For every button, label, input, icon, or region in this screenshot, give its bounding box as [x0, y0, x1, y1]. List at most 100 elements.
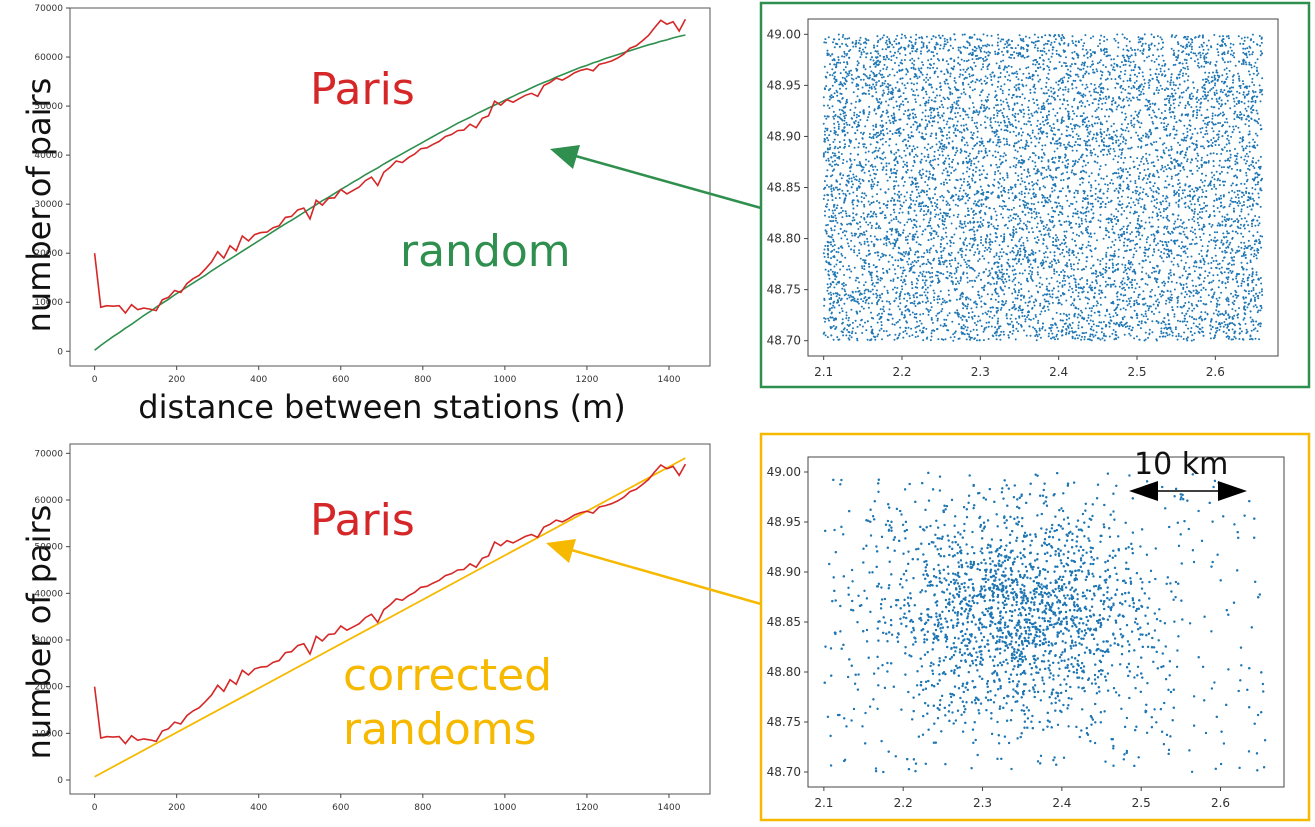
scatter-point	[1112, 264, 1114, 267]
scatter-point	[1060, 179, 1062, 182]
scatter-point	[875, 91, 878, 94]
scatter-point	[986, 68, 989, 71]
scatter-point	[1218, 184, 1221, 186]
scatter-point	[1144, 104, 1147, 107]
scatter-point	[1024, 269, 1026, 272]
scatter-point	[830, 229, 833, 232]
scatter-point	[822, 198, 825, 200]
scatter-point	[1242, 147, 1245, 150]
scatter-point	[1237, 72, 1240, 75]
scatter-point	[1092, 335, 1095, 338]
scatter-point	[1111, 100, 1113, 103]
scatter-point	[882, 67, 885, 70]
scatter-point	[1070, 275, 1072, 278]
scatter-point	[1067, 68, 1069, 71]
scatter-point	[1207, 116, 1210, 119]
scatter-point	[948, 157, 951, 160]
scatter-point	[1087, 210, 1090, 213]
scatter-point	[971, 134, 974, 137]
scatter-point	[1218, 197, 1221, 200]
scatter-point	[915, 230, 918, 233]
scatter-point	[1148, 221, 1151, 224]
scatter-point	[1131, 286, 1134, 289]
scatter-point	[1215, 309, 1218, 312]
scatter-point	[1230, 184, 1233, 187]
scatter-point	[829, 285, 831, 288]
scatter-point	[999, 88, 1002, 91]
scatter-point	[1045, 92, 1048, 95]
scatter-point	[939, 47, 941, 50]
scatter-point	[828, 298, 831, 301]
scatter-point	[1233, 112, 1236, 115]
scatter-point	[1101, 71, 1104, 74]
scatter-point	[1145, 315, 1148, 318]
scatter-point	[1231, 54, 1234, 57]
scatter-point	[908, 294, 911, 297]
scatter-point	[844, 37, 847, 40]
scatter-point	[1253, 296, 1256, 299]
scatter-point	[903, 59, 906, 61]
scatter-point	[1029, 275, 1032, 278]
scatter-point	[1174, 36, 1176, 39]
scatter-point	[927, 99, 930, 102]
scatter-point	[926, 148, 929, 151]
scatter-point	[1027, 314, 1030, 317]
scatter-point	[1073, 268, 1075, 271]
scatter-point	[897, 184, 900, 187]
scatter-point	[824, 205, 827, 208]
scatter-point	[860, 78, 862, 81]
scatter-point	[1130, 122, 1133, 124]
scatter-point	[1007, 118, 1010, 120]
scatter-point	[1012, 226, 1015, 228]
scatter-point	[828, 143, 831, 146]
scatter-point	[1159, 201, 1162, 204]
scatter-point	[936, 58, 939, 60]
scatter-point	[1190, 302, 1193, 305]
scatter-point	[1061, 34, 1064, 36]
scatter-point	[1020, 127, 1023, 130]
scatter-point	[1105, 234, 1108, 237]
scatter-point	[856, 298, 859, 301]
scatter-point	[1218, 144, 1220, 146]
top-left-x-ticks: 0 200 400 600 800 1000 1200 1400	[92, 366, 681, 385]
scatter-point	[936, 52, 938, 55]
scatter-point	[860, 305, 863, 308]
scatter-point	[945, 200, 948, 203]
scatter-point	[939, 116, 942, 119]
scatter-point	[1003, 333, 1005, 336]
scatter-point	[1137, 41, 1140, 44]
scatter-point	[824, 268, 827, 271]
scatter-point	[1076, 190, 1079, 192]
scatter-point	[1084, 87, 1087, 90]
scatter-point	[1203, 277, 1206, 279]
scatter-point	[1023, 112, 1026, 115]
scatter-point	[1113, 309, 1116, 312]
scatter-point	[1147, 309, 1150, 312]
scatter-point	[986, 65, 989, 68]
scatter-point	[1112, 283, 1115, 286]
scatter-point	[825, 224, 828, 227]
scatter-point	[947, 98, 950, 101]
scatter-point	[955, 124, 958, 127]
scatter-point	[1230, 49, 1233, 52]
scatter-point	[830, 306, 833, 309]
scatter-point	[970, 162, 973, 165]
scatter-point	[1216, 231, 1219, 234]
scatter-point	[1113, 215, 1115, 218]
scatter-point	[1130, 114, 1133, 117]
scatter-point	[963, 143, 966, 146]
scatter-point	[833, 58, 835, 61]
scatter-point	[1249, 335, 1252, 338]
scatter-point	[992, 277, 995, 280]
scatter-point	[909, 247, 911, 250]
scatter-point	[884, 140, 887, 143]
scatter-point	[1225, 117, 1228, 120]
scatter-point	[1025, 84, 1028, 87]
scatter-point	[1173, 89, 1176, 92]
scatter-point	[1032, 98, 1035, 101]
scatter-point	[1133, 166, 1135, 169]
scatter-point	[885, 244, 888, 247]
scatter-point	[1200, 283, 1203, 286]
scatter-point	[1254, 183, 1257, 186]
scatter-point	[1237, 245, 1240, 248]
